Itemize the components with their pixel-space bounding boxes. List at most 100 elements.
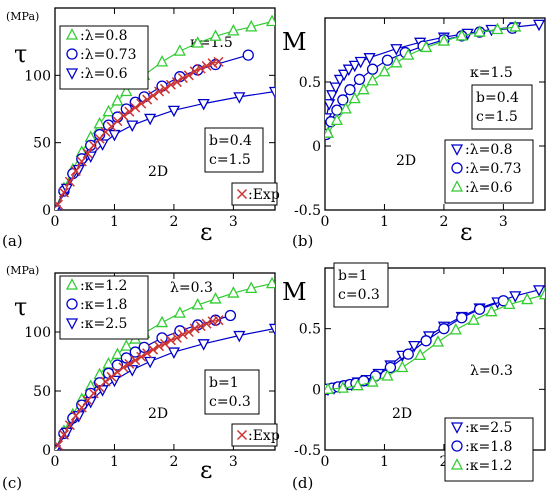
data-point-c-3	[148, 344, 159, 355]
data-point-c-0	[265, 276, 275, 289]
legend-marker-b	[451, 162, 463, 174]
data-point-a-2	[144, 113, 157, 126]
legend-marker-d	[450, 458, 464, 470]
data-point-c-3	[112, 367, 123, 378]
x-tick-label-b: 2	[439, 214, 448, 230]
data-point-a-3	[64, 176, 75, 187]
x-tick-label-b: 0	[321, 214, 330, 230]
param-box-line-a: b=0.4	[209, 133, 252, 149]
data-point-b-0	[329, 82, 342, 95]
data-point-d-0	[509, 291, 522, 303]
exp-legend-label-c: :Exp	[248, 428, 280, 444]
series-b-2	[325, 20, 522, 138]
data-point-c-0	[191, 297, 204, 310]
param-box-line-c: b=1	[209, 375, 239, 391]
data-point-a-3	[70, 165, 81, 176]
legend-marker-b	[450, 180, 464, 192]
data-point-a-3	[201, 60, 212, 71]
data-point-b-2	[390, 55, 403, 68]
y-unit-label-a: (MPa)	[6, 10, 39, 23]
x-tick-label-a: 2	[169, 214, 178, 230]
legend-label-a: :λ=0.8	[80, 28, 128, 44]
data-point-a-3	[148, 90, 159, 101]
data-point-d-2	[325, 382, 335, 394]
data-point-b-1	[353, 73, 366, 86]
data-point-b-0	[390, 44, 403, 56]
data-point-a-2	[96, 139, 109, 151]
data-point-c-3	[189, 323, 200, 334]
y-tick-label-b: -0.5	[294, 203, 321, 219]
param-box-line-b: b=0.4	[476, 90, 519, 106]
data-point-c-3	[106, 371, 117, 382]
data-point-a-3	[171, 77, 182, 88]
exp-legend-marker-c	[236, 429, 248, 441]
data-point-b-0	[325, 99, 336, 111]
data-point-a-3	[159, 83, 171, 94]
dimension-annotation-c: 2D	[148, 406, 168, 422]
data-point-d-1	[456, 312, 468, 324]
y-axis-label-a: τ	[14, 40, 27, 68]
data-point-a-0	[209, 29, 222, 41]
param-annotation-c: λ=0.3	[170, 280, 213, 296]
data-point-b-2	[378, 64, 391, 77]
data-point-a-2	[233, 92, 246, 104]
data-point-c-2	[126, 365, 139, 377]
data-point-d-0	[408, 341, 421, 353]
data-point-c-3	[130, 355, 141, 366]
data-point-a-3	[130, 102, 141, 113]
y-tick-label-d: 0.5	[299, 322, 321, 338]
legend-marker-a	[66, 48, 78, 60]
data-point-c-2	[197, 339, 210, 351]
param-annotation-b: κ=1.5	[470, 65, 513, 81]
dimension-annotation-b: 2D	[396, 153, 416, 169]
y-tick-label-c: 50	[33, 384, 51, 400]
data-point-d-2	[381, 369, 394, 381]
data-point-b-0	[354, 56, 367, 69]
data-point-c-3	[201, 318, 212, 329]
data-point-c-0	[173, 306, 186, 318]
data-point-b-2	[455, 29, 468, 41]
legend-label-c: :κ=1.8	[80, 297, 127, 313]
data-point-a-3	[177, 72, 188, 84]
data-point-c-1	[138, 341, 150, 353]
data-point-a-2	[108, 129, 121, 142]
param-box-b	[471, 84, 533, 130]
data-point-c-3	[171, 332, 182, 343]
series-c-1	[55, 309, 237, 450]
data-point-c-0	[245, 281, 258, 293]
y-tick-label-c: 0	[42, 443, 51, 459]
data-point-c-0	[155, 315, 169, 328]
x-tick-label-d: 0	[321, 454, 330, 470]
legend-marker-d	[451, 440, 463, 452]
data-point-b-1	[366, 63, 379, 75]
data-point-d-2	[503, 297, 516, 310]
panel-c: 0 1 2 3 0 50 100 (MPa) τ ε (c) λ=0.3 2D b=1 c=0.3:κ=1.…	[2, 264, 280, 492]
data-point-a-2	[126, 120, 139, 133]
data-point-b-0	[342, 64, 355, 77]
data-point-b-0	[348, 60, 361, 73]
data-point-b-0	[326, 90, 339, 102]
panel-label-a: (a)	[2, 232, 23, 250]
y-tick-label-b: 0	[312, 139, 321, 155]
panel-label-d: (d)	[292, 474, 313, 492]
data-point-c-3	[100, 376, 111, 387]
param-box-d	[333, 262, 389, 308]
data-point-c-2	[167, 347, 180, 359]
data-point-d-1	[420, 335, 432, 347]
data-point-c-1	[224, 309, 237, 322]
data-point-b-1	[337, 94, 349, 106]
panel-label-c: (c)	[2, 474, 22, 492]
y-tick-label-a: 50	[33, 136, 51, 152]
data-point-c-1	[129, 346, 141, 358]
panel-b: 0 1 2 3-0.500.5Mε(b)κ=1.52Db=0.4c=1.5:λ=0.8…	[282, 17, 546, 250]
data-point-c-2	[268, 323, 275, 336]
data-point-c-3	[207, 316, 218, 327]
legend-marker-a	[65, 28, 79, 40]
data-point-c-3	[154, 341, 165, 352]
data-point-a-3	[165, 79, 176, 90]
data-point-c-3	[64, 420, 75, 431]
plot-area-b	[325, 19, 545, 141]
data-point-a-3	[136, 98, 147, 109]
data-point-d-1	[473, 303, 486, 315]
y-axis-label-c: τ	[14, 293, 27, 321]
